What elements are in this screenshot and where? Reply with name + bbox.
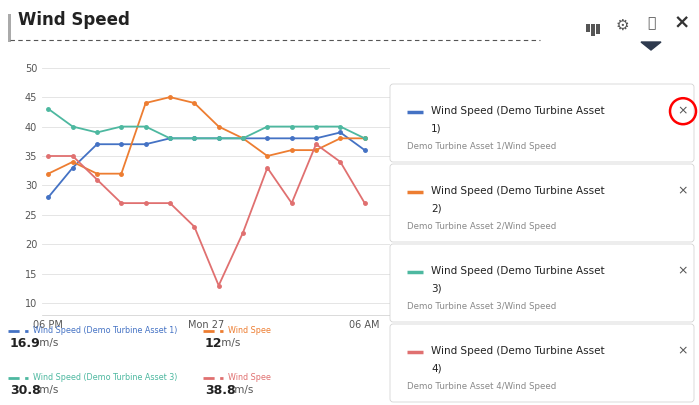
FancyBboxPatch shape [390, 324, 694, 402]
Text: ×: × [678, 345, 689, 358]
Text: ×: × [678, 265, 689, 278]
Text: Wind Spee: Wind Spee [228, 326, 271, 335]
Text: Wind Speed (Demo Turbine Asset: Wind Speed (Demo Turbine Asset [431, 106, 605, 116]
Text: Wind Speed (Demo Turbine Asset 3): Wind Speed (Demo Turbine Asset 3) [33, 373, 178, 382]
Text: ×: × [678, 185, 689, 198]
Text: 1): 1) [431, 124, 442, 134]
Text: Wind Speed (Demo Turbine Asset 1): Wind Speed (Demo Turbine Asset 1) [33, 326, 178, 335]
Bar [596, 24, 600, 34]
Text: Wind Speed (Demo Turbine Asset: Wind Speed (Demo Turbine Asset [431, 266, 605, 276]
Text: ×: × [674, 13, 690, 32]
Text: Demo Turbine Asset 3/Wind Speed: Demo Turbine Asset 3/Wind Speed [407, 302, 556, 311]
Text: Wind Speed (Demo Turbine Asset: Wind Speed (Demo Turbine Asset [431, 346, 605, 356]
Text: 2): 2) [431, 204, 442, 214]
Text: m/s: m/s [36, 385, 59, 395]
Text: Wind Speed (Demo Turbine Asset: Wind Speed (Demo Turbine Asset [431, 186, 605, 196]
Text: ⤬: ⤬ [647, 16, 655, 30]
Text: m/s: m/s [231, 385, 253, 395]
Text: 16.9: 16.9 [10, 337, 41, 350]
Text: Demo Turbine Asset 2/Wind Speed: Demo Turbine Asset 2/Wind Speed [407, 222, 556, 230]
Text: 4): 4) [431, 364, 442, 374]
Text: m/s: m/s [218, 338, 240, 348]
Text: 38.8: 38.8 [205, 384, 236, 396]
Bar [591, 24, 595, 36]
Text: Demo Turbine Asset 4/Wind Speed: Demo Turbine Asset 4/Wind Speed [407, 382, 556, 390]
Bar [586, 24, 590, 32]
FancyBboxPatch shape [390, 164, 694, 242]
Text: Added asset properties: Added asset properties [399, 60, 554, 73]
Text: ×: × [678, 105, 689, 118]
FancyBboxPatch shape [390, 84, 694, 162]
Text: Wind Spee: Wind Spee [228, 373, 271, 382]
Bar [8, 14, 11, 42]
Text: m/s: m/s [36, 338, 59, 348]
Text: 3): 3) [431, 284, 442, 294]
Text: ⚙: ⚙ [615, 17, 629, 32]
Text: 30.8: 30.8 [10, 384, 41, 396]
Text: Demo Turbine Asset 1/Wind Speed: Demo Turbine Asset 1/Wind Speed [407, 141, 556, 151]
Text: 12: 12 [205, 337, 222, 350]
Polygon shape [641, 42, 661, 50]
Text: Wind Speed: Wind Speed [18, 11, 130, 29]
FancyBboxPatch shape [390, 244, 694, 322]
